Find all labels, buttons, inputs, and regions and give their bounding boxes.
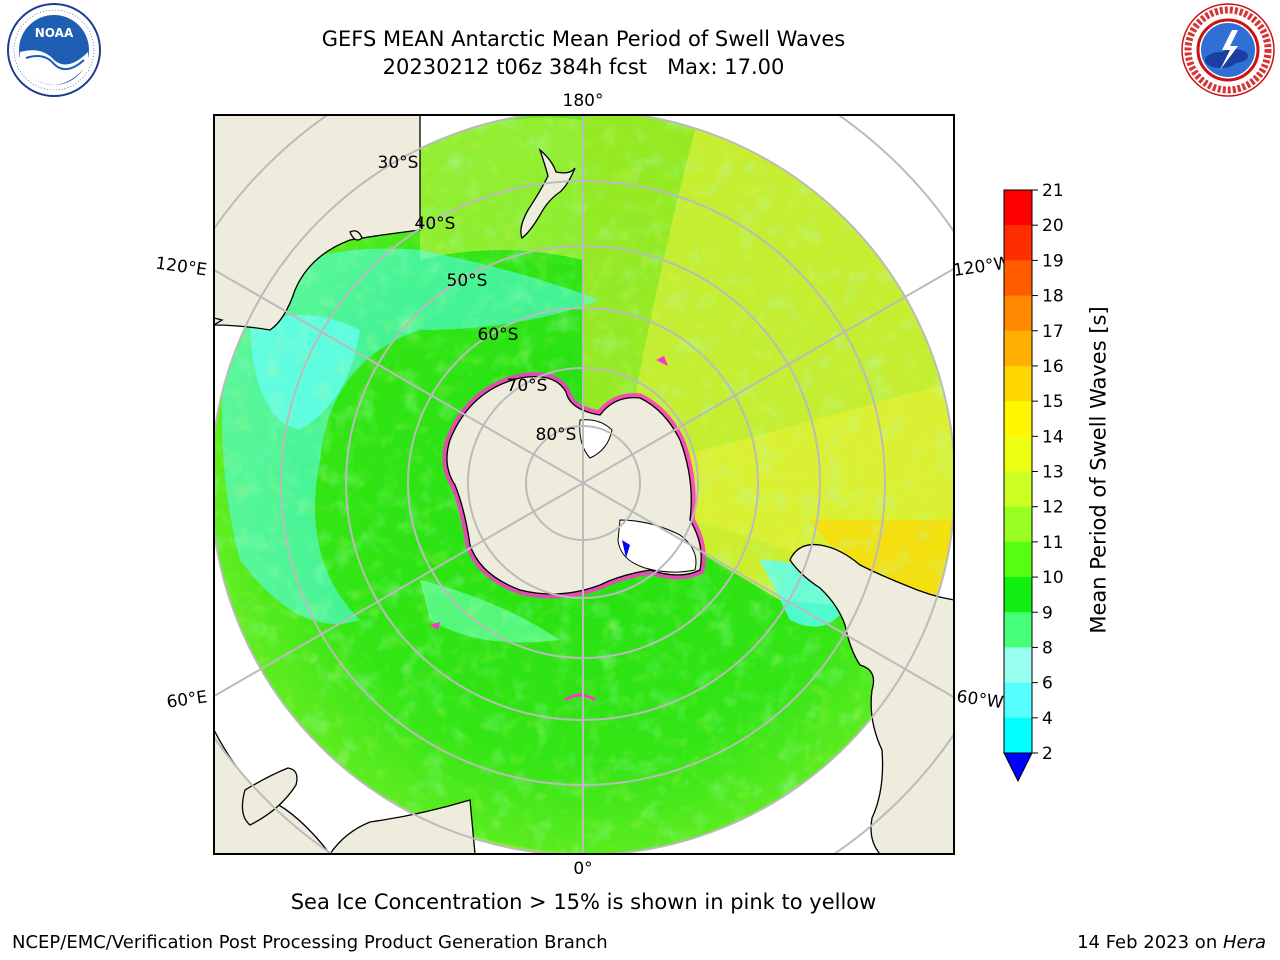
lon-label-0: 0° (573, 859, 592, 879)
colorbar-tick-label: 16 (1042, 357, 1064, 377)
colorbar-block (1004, 190, 1032, 226)
colorbar-label: Mean Period of Swell Waves [s] (1086, 306, 1111, 634)
colorbar-tick-label: 10 (1042, 568, 1064, 588)
colorbar-block (1004, 436, 1032, 472)
colorbar-tick-label: 4 (1042, 709, 1053, 729)
colorbar-block (1004, 506, 1032, 543)
colorbar-blocks (1003, 189, 1033, 783)
lat-label-30s: 30°S (378, 153, 419, 173)
map-frame (213, 114, 955, 855)
colorbar-block (1004, 330, 1032, 367)
sea-ice-note: Sea Ice Concentration > 15% is shown in … (290, 890, 877, 914)
footer-credit: NCEP/EMC/Verification Post Processing Pr… (12, 932, 608, 953)
colorbar-block (1004, 365, 1032, 402)
colorbar-tick-label: 18 (1042, 287, 1064, 307)
colorbar-tick-label: 8 (1042, 638, 1053, 658)
colorbar-block (1004, 295, 1032, 332)
colorbar-tick-label: 20 (1042, 216, 1064, 236)
footer-date: 14 Feb 2023 on Hera (1077, 932, 1266, 953)
colorbar-block (1004, 612, 1032, 648)
colorbar-block (1004, 717, 1032, 754)
colorbar-ticks: 21 20 19 18 17 16 15 14 13 12 11 10 9 8 6 4 2 (1032, 181, 1064, 764)
colorbar-tick-label: 15 (1042, 392, 1064, 412)
colorbar-block (1004, 647, 1032, 684)
colorbar-tick-label: 14 (1042, 427, 1064, 447)
colorbar-tick-label: 19 (1042, 251, 1064, 271)
lon-label-180: 180° (563, 91, 604, 111)
colorbar-block (1004, 541, 1032, 578)
colorbar: 21 20 19 18 17 16 15 14 13 12 11 10 9 8 6 4 2 (1003, 181, 1064, 783)
colorbar-tick-label: 9 (1042, 603, 1053, 623)
antarctica (430, 356, 706, 702)
colorbar-tick-label: 13 (1042, 463, 1064, 483)
colorbar-tick-label: 21 (1042, 181, 1064, 201)
map-area (214, 115, 954, 854)
noaa-logo-text: NOAA (35, 26, 74, 40)
chart-title: GEFS MEAN Antarctic Mean Period of Swell… (321, 27, 846, 51)
lat-label-80s: 80°S (536, 425, 577, 445)
colorbar-tick-label: 17 (1042, 322, 1064, 342)
nws-logo-icon (1181, 3, 1275, 97)
colorbar-block (1004, 471, 1032, 508)
colorbar-block (1004, 401, 1032, 437)
footer-machine: Hera (1222, 932, 1266, 953)
colorbar-block (1004, 225, 1032, 261)
lat-label-60s: 60°S (478, 325, 519, 345)
colorbar-tick-label: 11 (1042, 533, 1064, 553)
lat-label-50s: 50°S (447, 271, 488, 291)
colorbar-block (1004, 577, 1032, 613)
noaa-logo-icon: NOAA (7, 3, 101, 97)
lat-label-40s: 40°S (415, 214, 456, 234)
chart-subtitle: 20230212 t06z 384h fcst Max: 17.00 (382, 55, 785, 79)
colorbar-block (1004, 260, 1032, 297)
graticule (214, 115, 954, 854)
colorbar-tick-label: 2 (1042, 744, 1053, 764)
footer-date-text: 14 Feb 2023 on (1077, 932, 1223, 953)
colorbar-tick-label: 12 (1042, 498, 1064, 518)
colorbar-extend-arrow (1003, 752, 1033, 783)
colorbar-tick-label: 6 (1042, 674, 1053, 694)
lon-label-120e: 120°E (154, 254, 208, 281)
lon-label-60e: 60°E (165, 687, 208, 712)
lat-label-70s: 70°S (507, 376, 548, 396)
colorbar-block (1004, 682, 1032, 719)
